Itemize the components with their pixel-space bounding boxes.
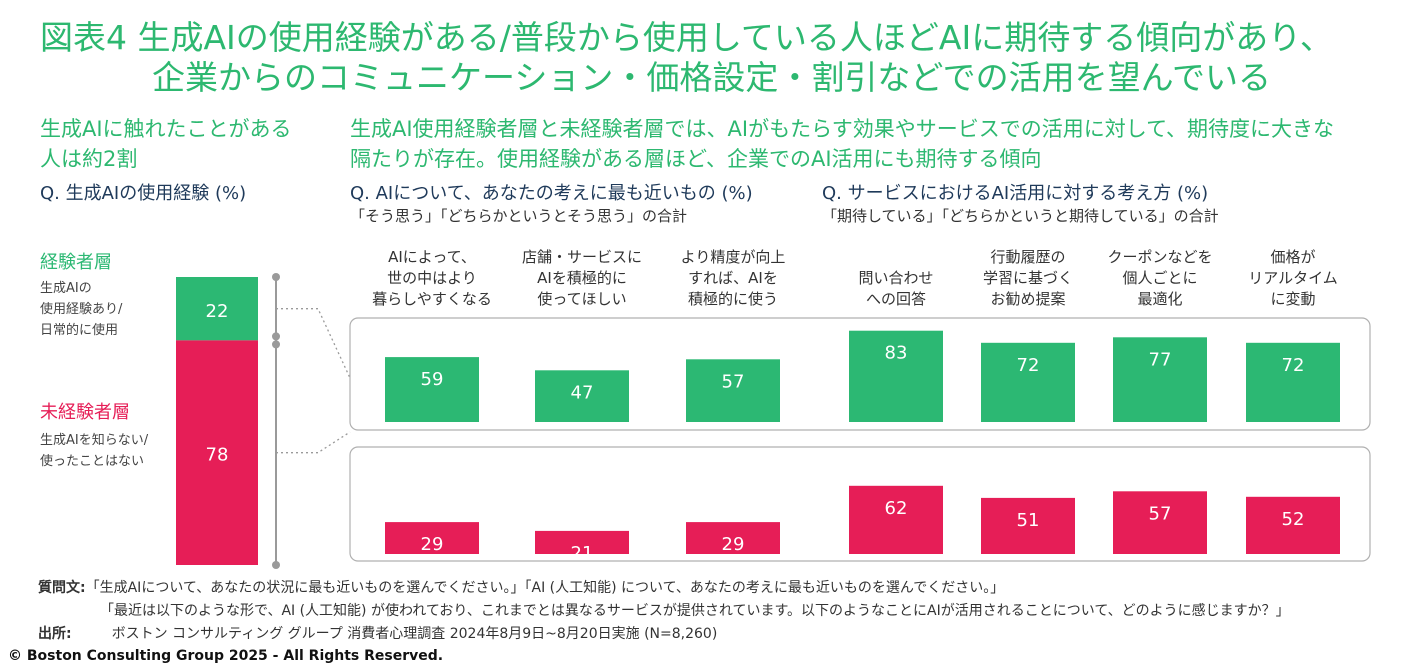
bar-value-label: 62 [885, 498, 908, 519]
category-label-line: クーポンなどを [1107, 248, 1213, 266]
category-label-line: 問い合わせ [858, 269, 934, 287]
experienced-desc-line: 使用経験あり/ [40, 302, 123, 317]
bar-value-label: 83 [885, 343, 908, 364]
stacked-bar-chart: 22 78 [176, 277, 258, 565]
bar [535, 370, 629, 422]
page-title-line1: 図表4 生成AIの使用経験がある/普段から使用している人ほどAIに期待する傾向が… [40, 18, 1333, 57]
connector-experienced [276, 308, 351, 379]
bar-value-label: 72 [1017, 355, 1040, 376]
left-question: Q. 生成AIの使用経験 (%) [40, 183, 247, 204]
question-text-line1: 質問文:「生成AIについて、あなたの状況に最も近いものを選んでください。」「AI… [38, 577, 1004, 599]
bar-value-label: 29 [421, 534, 444, 555]
category-label-line: AIを積極的に [537, 269, 627, 287]
source-label: 出所: [38, 626, 72, 642]
inexperienced-group-desc: 生成AIを知らない/ 使ったことはない [40, 430, 148, 472]
source-text: ボストン コンサルティング グループ 消費者心理調査 2024年8月9日~8月2… [111, 626, 718, 642]
experienced-group-desc: 生成AIの 使用経験あり/ 日常的に使用 [40, 278, 122, 341]
experienced-desc-line: 日常的に使用 [40, 323, 119, 338]
bracket-dot [272, 273, 280, 281]
stack-bar-segment [176, 340, 258, 565]
category-label: AIによって、 世の中はより 暮らしやすくなる [362, 247, 502, 310]
bar-value-label: 77 [1149, 349, 1172, 370]
question-text-2: 「最近は以下のような形で、AI (人工知能) が使われており、これまでとは異なる… [100, 603, 1290, 619]
category-label-line: AIによって、 [388, 248, 476, 266]
category-label-line: 個人ごとに [1122, 269, 1198, 287]
category-label: より精度が向上 すれば、AIを 積極的に使う [663, 247, 803, 310]
q1-question: Q. AIについて、あなたの考えに最も近いもの (%) [350, 183, 753, 204]
category-label-line: 積極的に使う [687, 290, 778, 308]
q2-question: Q. サービスにおけるAI活用に対する考え方 (%) [822, 183, 1209, 204]
left-heading-line2: 人は約2割 [40, 147, 138, 171]
bar [1246, 342, 1340, 422]
category-label: 価格がリアルタイム に変動 [1223, 247, 1363, 310]
bar [535, 530, 629, 554]
inexperienced-desc-line: 使ったことはない [40, 454, 145, 469]
left-heading-line1: 生成AIに触れたことがある [40, 117, 292, 141]
bar-value-label: 59 [421, 369, 444, 390]
category-label-line: 最適化 [1137, 290, 1183, 308]
bar [1113, 491, 1207, 554]
bar [686, 359, 780, 422]
page-title-line2: 企業からのコミュニケーション・価格設定・割引などでの活用を望んでいる [152, 58, 1272, 97]
bar-value-label: 29 [722, 534, 745, 555]
stack-bar-segment [176, 277, 258, 341]
bar [385, 357, 479, 422]
category-label-line: に変動 [1270, 290, 1316, 308]
bar-value-label: 57 [1149, 503, 1172, 524]
source-line: 出所: ボストン コンサルティング グループ 消費者心理調査 2024年8月9日~… [38, 623, 717, 645]
question-label: 質問文: [38, 580, 86, 596]
connector-lines [272, 273, 351, 569]
right-heading-line1: 生成AI使用経験者層と未経験者層では、AIがもたらす効果やサービスでの活用に対し… [350, 117, 1335, 141]
bar [981, 342, 1075, 422]
bar [385, 522, 479, 554]
category-label: 行動履歴の学習に基づく お勧め提案 [958, 247, 1098, 310]
right-heading-line2: 隔たりが存在。使用経験がある層ほど、企業でのAI活用にも期待する傾向 [350, 147, 1042, 171]
stack-value-label: 78 [206, 444, 229, 465]
bracket-dot [272, 561, 280, 569]
copyright: © Boston Consulting Group 2025 - All Rig… [8, 648, 444, 664]
category-label-line: 学習に基づく [982, 269, 1073, 287]
bar-value-label: 51 [1017, 510, 1040, 531]
bar [849, 485, 943, 554]
category-label-line: お勧め提案 [990, 290, 1066, 308]
category-label-line: より精度が向上 [680, 248, 786, 266]
category-label-line: への回答 [865, 290, 926, 308]
bar [981, 497, 1075, 554]
bar [849, 330, 943, 422]
category-label-line: 世の中はより [387, 269, 477, 287]
bracket-dot [272, 332, 280, 341]
category-label: クーポンなどを 個人ごとに最適化 [1090, 247, 1230, 310]
category-label: 店舗・サービスに AIを積極的に 使ってほしい [512, 247, 652, 310]
bar-value-label: 72 [1282, 355, 1305, 376]
q2-note: 「期待している」「どちらかというと期待している」の合計 [822, 207, 1219, 225]
category-label-line: すれば、AIを [688, 269, 778, 287]
bar-value-label: 21 [571, 543, 594, 564]
bar-value-label: 52 [1282, 509, 1305, 530]
category-label-line: 店舗・サービスに [521, 248, 642, 266]
bar [686, 522, 780, 554]
experienced-group-title: 経験者層 [40, 252, 112, 273]
category-label-line: リアルタイム [1248, 269, 1338, 287]
bar-value-label: 57 [722, 371, 745, 392]
q1-note: 「そう思う」「どちらかというとそう思う」の合計 [350, 207, 688, 225]
category-label-line: 価格が [1270, 248, 1316, 266]
stack-value-label: 22 [206, 301, 229, 322]
connector-inexperienced [276, 431, 351, 454]
inexperienced-desc-line: 生成AIを知らない/ [40, 433, 149, 448]
bar-value-label: 47 [571, 382, 594, 403]
experienced-desc-line: 生成AIの [40, 281, 92, 296]
category-label: 問い合わせ への回答 [826, 268, 966, 310]
category-label-line: 使ってほしい [537, 290, 627, 308]
bar [1246, 496, 1340, 554]
category-label-line: 行動履歴の [990, 248, 1066, 266]
bracket-dot [272, 340, 280, 349]
inexperienced-group-title: 未経験者層 [40, 402, 130, 423]
bar [1113, 337, 1207, 422]
bar-chart: 59 47 57 83 72 77 72 29 21 29 62 51 57 52 [385, 330, 1340, 564]
question-text-1: 「生成AIについて、あなたの状況に最も近いものを選んでください。」「AI (人工… [85, 580, 1005, 596]
category-label-line: 暮らしやすくなる [372, 290, 492, 308]
